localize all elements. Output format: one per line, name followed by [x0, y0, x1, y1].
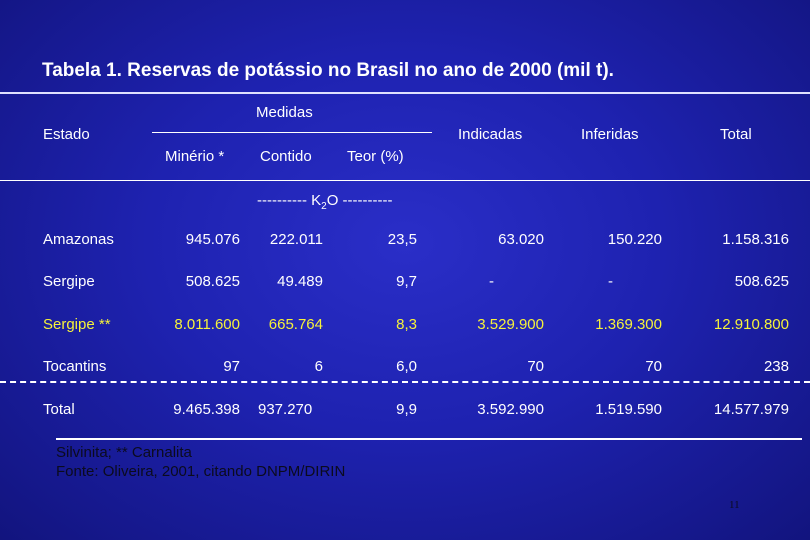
header-total: Total: [720, 126, 752, 143]
total-teor: 9,9: [396, 401, 417, 418]
header-indicadas: Indicadas: [458, 126, 523, 143]
cell-total: 508.625: [734, 273, 789, 290]
cell-teor: 23,5: [387, 231, 417, 248]
cell-total: 238: [763, 358, 789, 375]
bottom-divider: [56, 438, 802, 440]
header-estado: Estado: [43, 126, 90, 143]
header-inferidas: Inferidas: [581, 126, 639, 143]
cell-inferidas: 70: [645, 358, 662, 375]
cell-contido: 49.489: [277, 273, 323, 290]
cell-teor: 9,7: [396, 273, 417, 290]
total-indicadas: 3.592.990: [477, 401, 544, 418]
page-number: 11: [729, 499, 740, 511]
cell-indicadas: -: [489, 273, 494, 290]
cell-teor: 8,3: [396, 316, 417, 333]
total-estado: Total: [43, 401, 75, 418]
medidas-underline: [152, 132, 432, 133]
header-medidas: Medidas: [256, 104, 313, 121]
cell-inferidas: 150.220: [607, 231, 662, 248]
total-minerio: 9.465.398: [173, 401, 240, 418]
cell-teor: 6,0: [396, 358, 417, 375]
cell-minerio: 8.011.600: [174, 316, 240, 333]
cell-contido: 222.011: [269, 231, 323, 248]
cell-total: 1.158.316: [722, 231, 789, 248]
header-contido: Contido: [260, 148, 312, 165]
total-contido: 937.270: [258, 401, 313, 418]
total-separator: [0, 381, 810, 383]
cell-total: 12.910.800: [713, 316, 789, 333]
header-minerio: Minério *: [165, 148, 225, 165]
title-divider: [0, 92, 810, 94]
page-title: Tabela 1. Reservas de potássio no Brasil…: [42, 60, 614, 81]
cell-indicadas: 3.529.900: [477, 316, 544, 333]
cell-minerio: 508.625: [185, 273, 240, 290]
header-teor: Teor (%): [347, 148, 404, 165]
cell-indicadas: 70: [527, 358, 544, 375]
cell-estado: Sergipe: [43, 273, 95, 290]
cell-indicadas: 63.020: [498, 231, 544, 248]
cell-inferidas: -: [608, 273, 613, 290]
cell-minerio: 97: [223, 358, 240, 375]
total-total: 14.577.979: [713, 401, 789, 418]
footnote-source: Fonte: Oliveira, 2001, citando DNPM/DIRI…: [56, 463, 346, 480]
cell-estado: Amazonas: [43, 231, 114, 248]
header-divider: [0, 180, 810, 181]
cell-estado: Sergipe **: [43, 316, 111, 333]
footnote-species: Silvinita; ** Carnalita: [56, 444, 192, 461]
total-inferidas: 1.519.590: [595, 401, 662, 418]
cell-inferidas: 1.369.300: [595, 316, 662, 333]
cell-contido: 665.764: [268, 316, 323, 333]
unit-label: ---------- K2O ----------: [257, 192, 393, 212]
cell-minerio: 945.076: [185, 231, 240, 248]
cell-contido: 6: [314, 358, 323, 375]
cell-estado: Tocantins: [43, 358, 107, 375]
